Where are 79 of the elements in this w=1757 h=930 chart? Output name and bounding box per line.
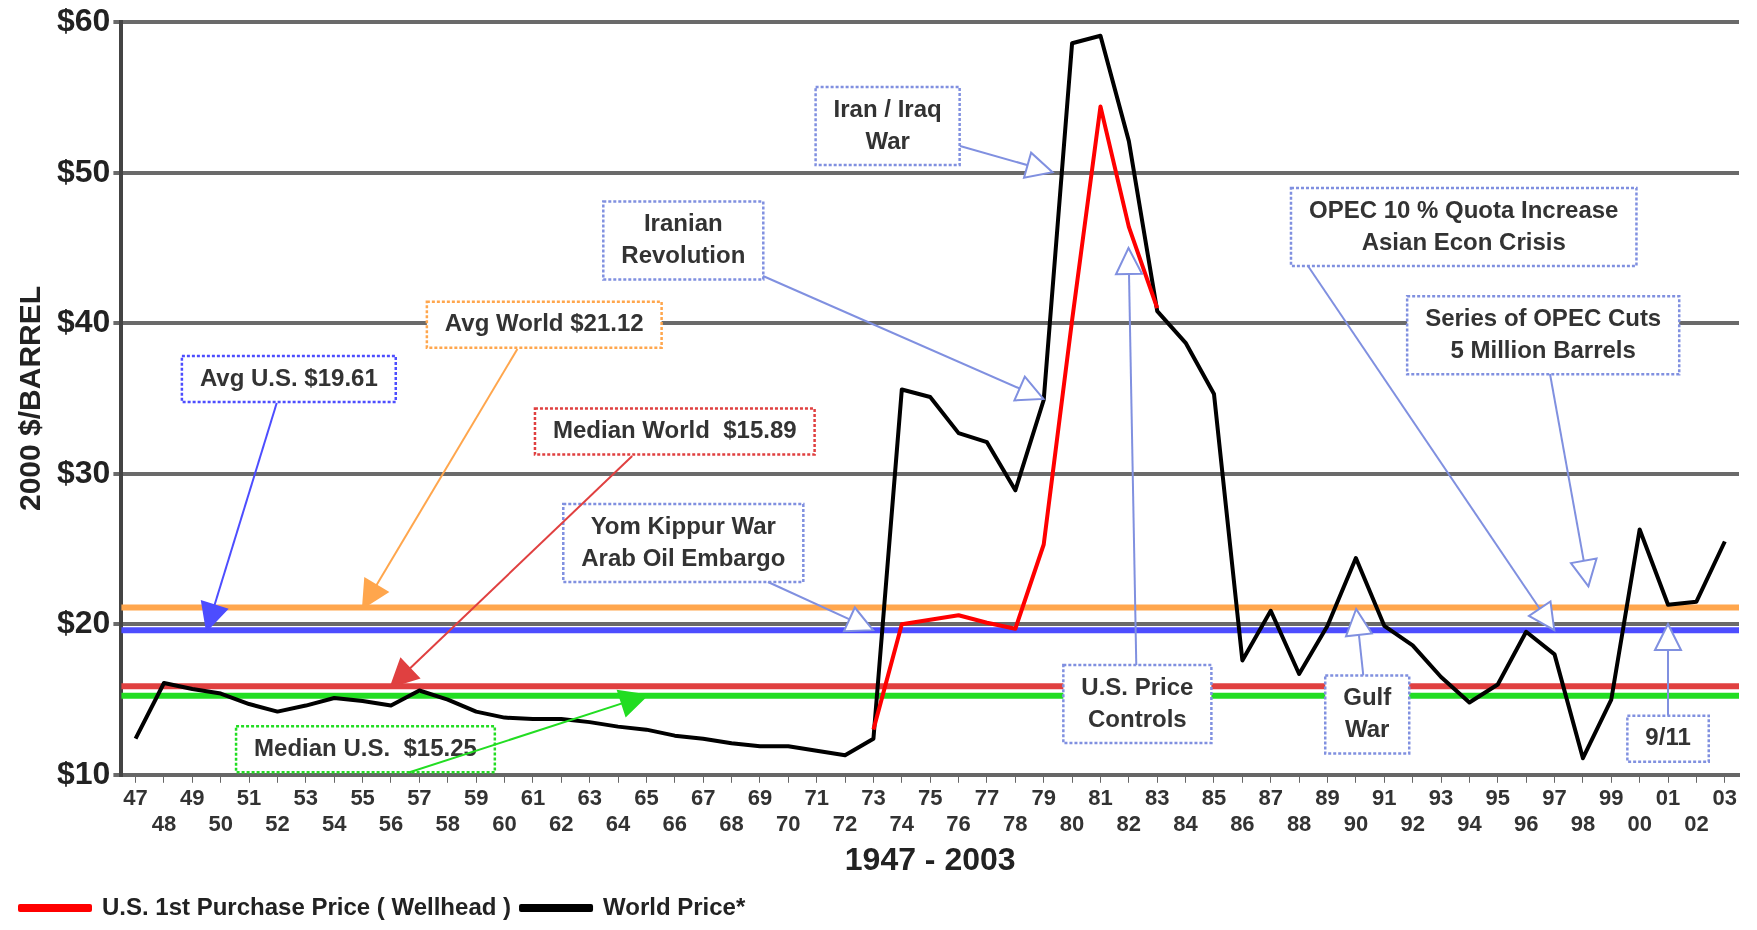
x-tick-label: 78 — [1003, 811, 1028, 837]
y-axis-title: 2000 $/BARREL — [13, 285, 47, 512]
x-tick-label: 54 — [321, 811, 348, 837]
x-tick-label: 59 — [463, 785, 489, 811]
annotation: Series of OPEC Cuts 5 Million Barrels — [1425, 303, 1662, 363]
ref-line-label: Median U.S. $15.25 — [254, 733, 477, 761]
ref-line-label: Avg U.S. $19.61 — [199, 363, 378, 391]
x-tick-label: 56 — [378, 811, 404, 837]
y-tick-label: $60 — [57, 2, 111, 39]
x-tick-label: 02 — [1684, 811, 1709, 837]
x-tick-label: 77 — [974, 785, 1000, 811]
x-tick-label: 83 — [1144, 785, 1170, 811]
annotation: Iranian Revolution — [621, 209, 746, 269]
x-tick-label: 68 — [719, 811, 744, 837]
x-tick-label: 70 — [776, 811, 801, 837]
x-tick-label: 73 — [861, 785, 886, 811]
x-tick-label: 49 — [180, 785, 205, 811]
x-tick-label: 75 — [917, 785, 943, 811]
annotation: 9/11 — [1645, 723, 1691, 751]
x-tick-label: 72 — [832, 811, 858, 837]
y-tick-label: $30 — [57, 453, 111, 490]
x-tick-label: 87 — [1258, 785, 1283, 811]
y-tick-label: $40 — [57, 303, 111, 340]
x-tick-label: 84 — [1173, 811, 1199, 837]
x-tick-label: 01 — [1655, 785, 1681, 811]
x-tick-label: 81 — [1088, 785, 1113, 811]
x-tick-label: 76 — [946, 811, 971, 837]
x-tick-label: 95 — [1485, 785, 1511, 811]
x-tick-label: 98 — [1570, 811, 1596, 837]
annotation: OPEC 10 % Quota Increase Asian Econ Crisis — [1308, 195, 1619, 255]
x-tick-label: 50 — [208, 811, 233, 837]
x-tick-label: 86 — [1230, 811, 1255, 837]
x-tick-label: 92 — [1400, 811, 1425, 837]
x-tick-label: 89 — [1315, 785, 1340, 811]
x-tick-label: 94 — [1457, 811, 1483, 837]
x-tick-label: 57 — [407, 785, 432, 811]
annotation: Iran / Iraq War — [833, 94, 942, 154]
legend-label: U.S. 1st Purchase Price ( Wellhead ) — [102, 892, 512, 920]
x-tick-label: 80 — [1059, 811, 1085, 837]
annotation: Yom Kippur War Arab Oil Embargo — [581, 511, 786, 571]
x-tick-label: 64 — [605, 811, 632, 837]
x-tick-label: 91 — [1372, 785, 1397, 811]
x-tick-label: 66 — [662, 811, 688, 837]
x-tick-label: 90 — [1343, 811, 1369, 837]
x-tick-label: 71 — [804, 785, 829, 811]
x-tick-label: 58 — [435, 811, 460, 837]
x-axis-title: 1947 - 2003 — [844, 840, 1016, 877]
x-tick-label: 00 — [1627, 811, 1652, 837]
x-tick-label: 63 — [577, 785, 602, 811]
ref-line-label: Median World $15.89 — [552, 416, 797, 444]
x-tick-label: 74 — [889, 811, 915, 837]
y-tick-label: $10 — [57, 754, 111, 791]
x-tick-label: 88 — [1286, 811, 1312, 837]
y-tick-label: $50 — [57, 152, 111, 189]
x-tick-label: 52 — [265, 811, 290, 837]
annotation: U.S. Price Controls — [1081, 672, 1194, 732]
x-tick-label: 53 — [293, 785, 319, 811]
x-tick-label: 69 — [747, 785, 773, 811]
x-tick-label: 93 — [1428, 785, 1454, 811]
x-tick-label: 85 — [1201, 785, 1227, 811]
x-tick-label: 82 — [1116, 811, 1142, 837]
x-tick-label: 99 — [1599, 785, 1624, 811]
x-tick-label: 55 — [350, 785, 375, 811]
x-tick-label: 61 — [520, 785, 546, 811]
x-tick-label: 67 — [690, 785, 716, 811]
y-tick-label: $20 — [57, 604, 111, 641]
ref-line-label: Avg World $21.12 — [444, 309, 644, 337]
x-tick-label: 97 — [1542, 785, 1567, 811]
x-tick-label: 47 — [123, 785, 148, 811]
x-tick-label: 03 — [1712, 785, 1738, 811]
x-tick-label: 51 — [236, 785, 262, 811]
x-tick-label: 60 — [492, 811, 517, 837]
annotation: Gulf War — [1343, 683, 1393, 743]
legend-label: World Price* — [603, 892, 746, 920]
x-tick-label: 65 — [634, 785, 659, 811]
x-tick-label: 79 — [1031, 785, 1056, 811]
x-tick-label: 96 — [1513, 811, 1539, 837]
x-tick-label: 62 — [549, 811, 574, 837]
x-tick-label: 48 — [151, 811, 177, 837]
